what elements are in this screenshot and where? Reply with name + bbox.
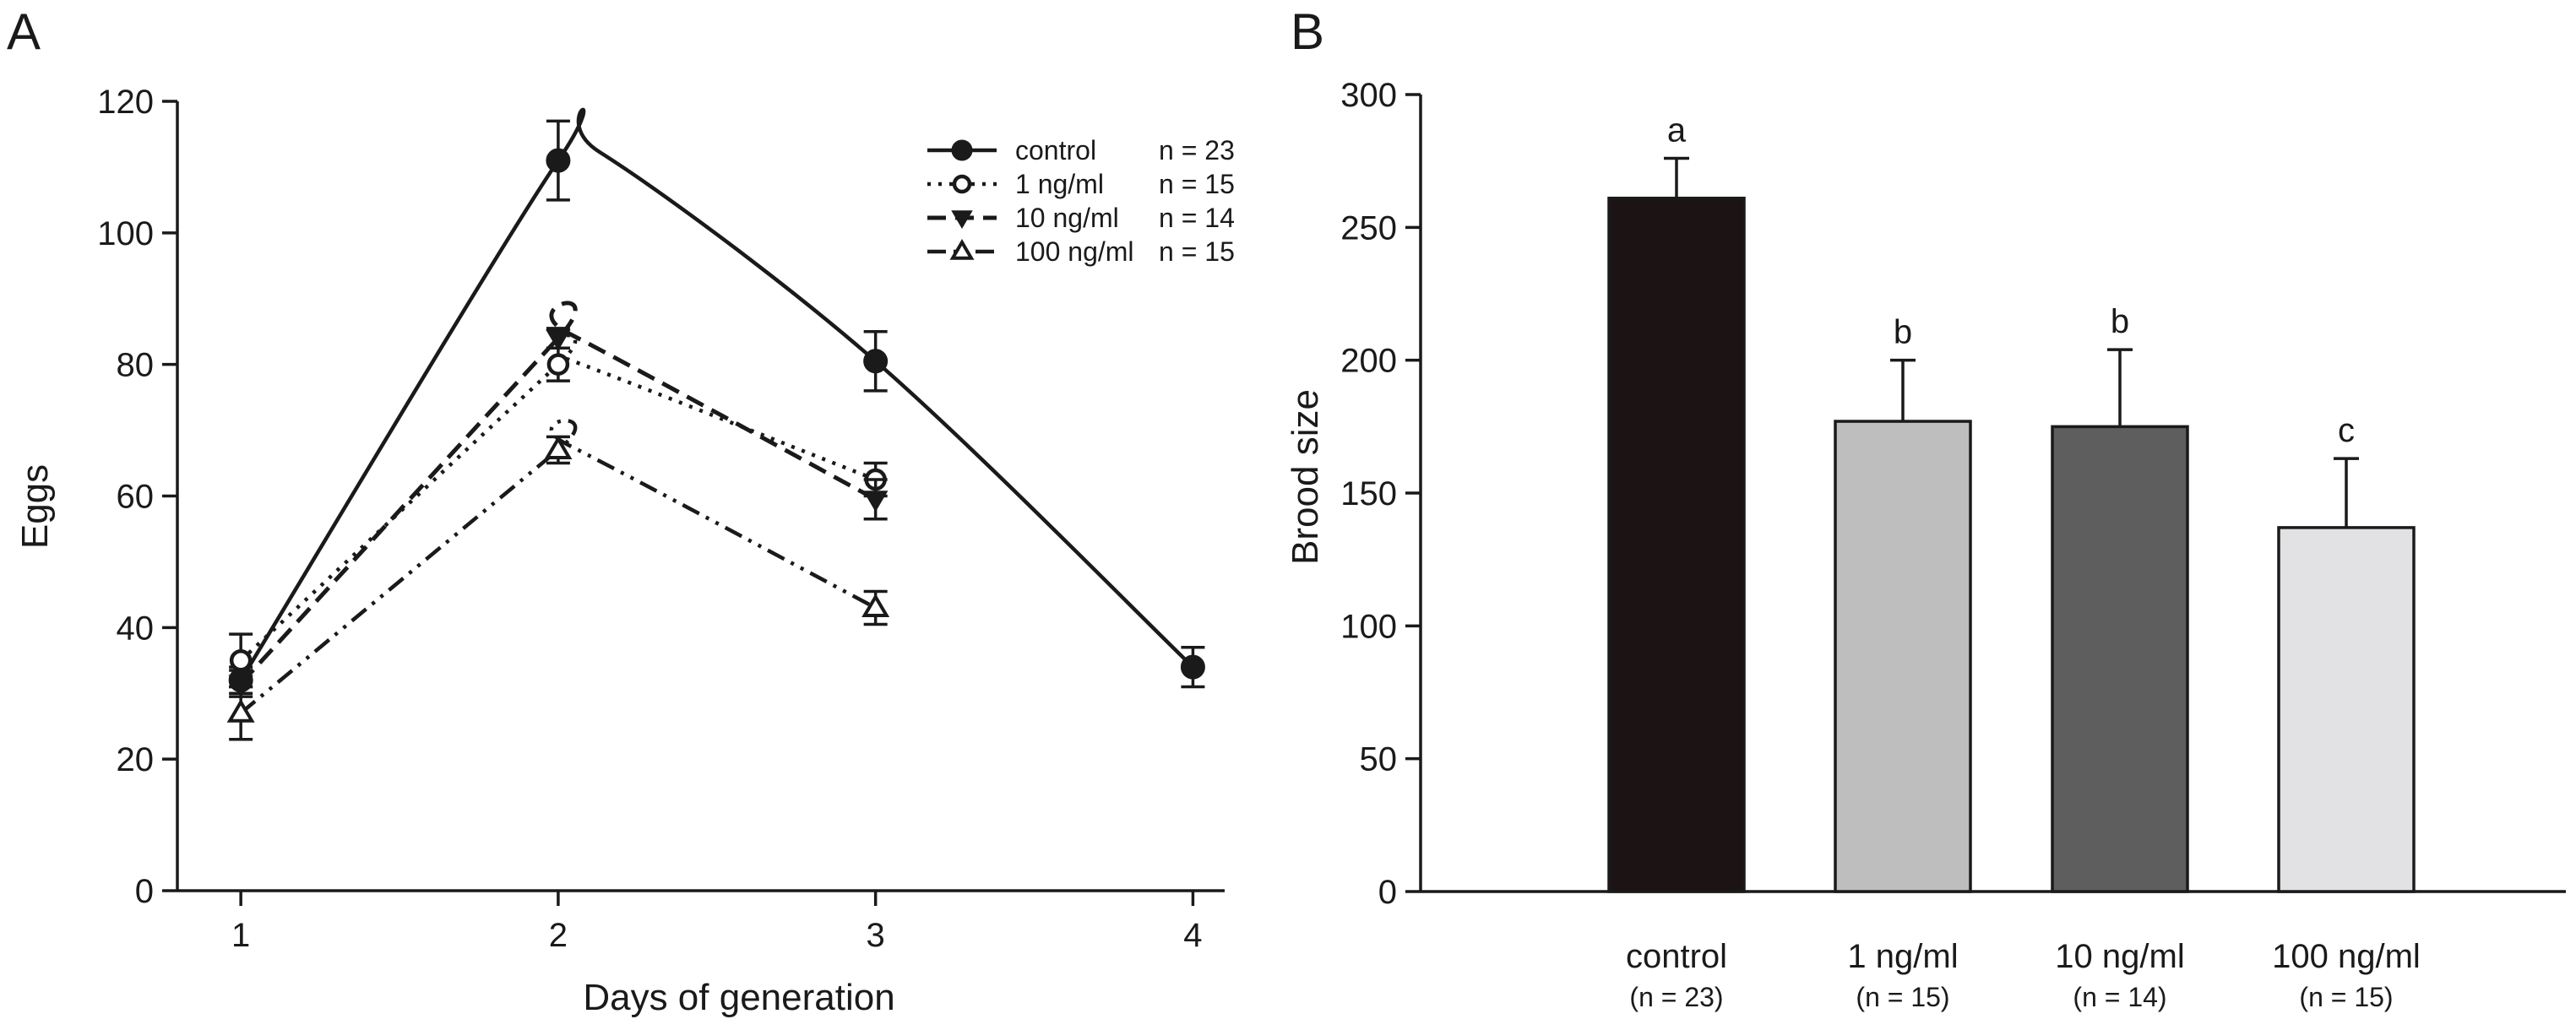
panel-a-y-tick-label: 40 <box>117 610 155 647</box>
panel-a-data-point <box>546 353 570 376</box>
panel-a-legend: control n = 23 1 ng/ml n = 15 10 ng/ml n = 14… <box>927 135 1235 267</box>
panel-a-legend-n: n = 23 <box>1159 135 1235 165</box>
panel-b-y-tick-label: 150 <box>1340 475 1397 512</box>
panel-a-line-chart: A Eggs Days of generation 02040608010012… <box>7 3 1235 1018</box>
panel-b-category-sublabel: (n = 15) <box>2299 982 2393 1012</box>
panel-b-y-axis-title: Brood size <box>1285 389 1326 565</box>
panel-b-y-tick-label: 100 <box>1340 608 1397 645</box>
panel-a-data-point <box>862 491 889 512</box>
panel-a-data-point <box>1180 654 1205 680</box>
panel-a-x-tick-label: 1 <box>231 917 250 954</box>
panel-a-legend-n: n = 14 <box>1159 203 1235 233</box>
panel-a-legend-n: n = 15 <box>1159 169 1235 199</box>
panel-a-data-point <box>546 329 571 351</box>
panel-b-category-sublabel: (n = 23) <box>1629 982 1723 1012</box>
panel-b-category-label: 10 ng/ml <box>2055 938 2184 975</box>
panel-b-bar <box>2051 425 2189 893</box>
panel-a-y-tick-label: 0 <box>135 873 154 910</box>
panel-b-axes: 0 50 100 150 200 250 300 <box>1340 77 2566 911</box>
panel-b-bar-group-3: c 100 ng/ml (n = 15) <box>2272 412 2421 1012</box>
panel-b-y-tick-label: 250 <box>1340 209 1397 247</box>
panel-b-bar-group-0: a control (n = 23) <box>1607 112 1746 1012</box>
panel-b-significance-letter: b <box>1894 314 1912 351</box>
panel-b-category-label: 100 ng/ml <box>2272 938 2421 975</box>
panel-a-x-axis-title: Days of generation <box>583 977 894 1018</box>
panel-a-data-point <box>861 594 890 618</box>
panel-a-legend-marker <box>952 174 972 194</box>
panel-a-y-tick-label: 100 <box>97 215 154 252</box>
panel-a-series-line <box>239 418 877 715</box>
panel-b-letter: B <box>1291 3 1324 60</box>
panel-a-data-point <box>544 436 573 460</box>
panel-b-significance-letter: c <box>2338 412 2355 449</box>
panel-b-y-tick-label: 0 <box>1378 874 1397 911</box>
panel-a-data-point <box>863 349 889 374</box>
panel-b-y-tick-label: 50 <box>1360 741 1398 778</box>
panel-a-legend-marker <box>951 210 973 229</box>
panel-a-series-line <box>239 333 877 662</box>
panel-b-bar-group-2: b 10 ng/ml (n = 14) <box>2051 303 2189 1012</box>
panel-a-y-tick-label: 80 <box>117 347 155 384</box>
panel-b-significance-letter: a <box>1667 112 1687 149</box>
panel-a-x-tick-label: 3 <box>867 917 885 954</box>
panel-b-bar-group-1: b 1 ng/ml (n = 15) <box>1834 314 1972 1012</box>
panel-a-x-tick-label: 2 <box>549 917 568 954</box>
panel-b-y-tick-label: 300 <box>1340 77 1397 114</box>
panel-a-legend-n: n = 15 <box>1159 236 1235 267</box>
panel-b-bar <box>1607 196 1746 893</box>
panel-a-y-axis-title: Eggs <box>14 464 56 549</box>
panel-a-data-point <box>226 698 255 723</box>
panel-b-category-label: 1 ng/ml <box>1847 938 1958 975</box>
panel-a-series-line <box>239 301 877 686</box>
panel-a-series-1 <box>229 333 888 689</box>
panel-a-legend-label: 1 ng/ml <box>1015 169 1104 199</box>
panel-a-series-2 <box>228 301 889 698</box>
panel-a-y-tick-label: 60 <box>117 479 155 516</box>
panel-a-series <box>226 107 1205 741</box>
panel-a-legend-label: 10 ng/ml <box>1015 203 1119 233</box>
panel-b-y-tick-label: 200 <box>1340 343 1397 380</box>
panel-b-category-label: control <box>1626 938 1727 975</box>
panel-a-axes: 0 20 40 60 80 100 120 1 2 3 4 <box>97 84 1225 954</box>
panel-a-legend-marker <box>949 239 975 260</box>
panel-a-series-line <box>239 107 1194 681</box>
panel-b-bar <box>1834 420 1972 893</box>
panel-b-bar-chart: B Brood size 0 50 100 150 200 250 300 a control… <box>1285 3 2566 1012</box>
panel-a-data-point <box>229 649 253 672</box>
panel-a-data-point <box>546 148 571 173</box>
panel-a-series-3 <box>226 418 890 741</box>
panel-b-bars: a control (n = 23) b 1 ng/ml (n = 15) b 10 ng/m… <box>1607 112 2421 1012</box>
panel-a-data-point <box>228 675 253 697</box>
panel-a-y-tick-label: 120 <box>97 84 154 121</box>
panel-a-letter: A <box>7 3 41 60</box>
panel-b-category-sublabel: (n = 14) <box>2073 982 2166 1012</box>
panel-a-x-tick-label: 4 <box>1183 917 1202 954</box>
panel-b-significance-letter: b <box>2111 303 2129 340</box>
panel-a-legend-label: 100 ng/ml <box>1015 236 1134 267</box>
panel-a-legend-marker <box>951 139 973 161</box>
panel-b-category-sublabel: (n = 15) <box>1856 982 1949 1012</box>
panel-b-bar <box>2277 526 2416 893</box>
panel-a-y-tick-label: 20 <box>117 741 155 778</box>
panel-a-legend-label: control <box>1015 135 1096 165</box>
